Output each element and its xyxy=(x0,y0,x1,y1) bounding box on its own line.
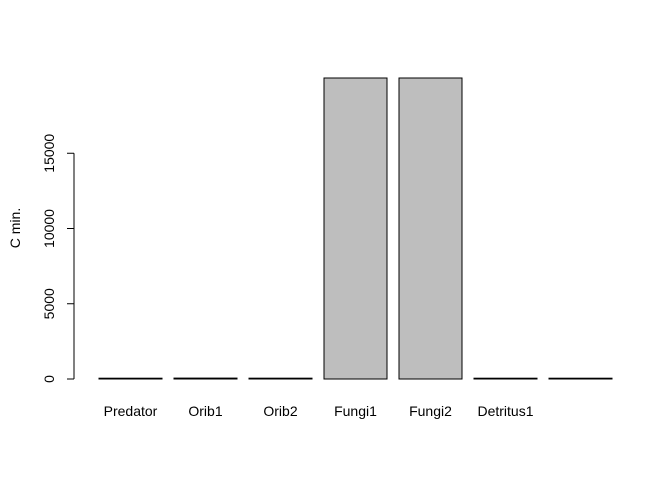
y-tick-label: 15000 xyxy=(41,134,57,173)
bar-predator xyxy=(98,377,163,380)
x-axis-labels: Predator Orib1 Orib2 Fungi1 Fungi2 Detritus1 xyxy=(104,403,534,419)
y-axis: 0 5000 10000 15000 xyxy=(41,134,75,383)
x-tick-label: Predator xyxy=(104,403,158,419)
x-tick-label: Orib1 xyxy=(188,403,222,419)
x-tick-label: Fungi2 xyxy=(409,403,452,419)
x-tick-label: Orib2 xyxy=(263,403,297,419)
bars-layer xyxy=(98,77,613,380)
bar-orib1 xyxy=(173,377,238,380)
y-tick-label: 0 xyxy=(41,375,57,383)
y-tick-label: 10000 xyxy=(41,209,57,248)
x-tick-label: Detritus1 xyxy=(477,403,533,419)
bar-fungi2 xyxy=(398,77,463,380)
bar-series-6 xyxy=(548,377,613,380)
bar-orib2 xyxy=(248,377,313,380)
bar-detritus1 xyxy=(473,377,538,380)
y-tick-label: 5000 xyxy=(41,288,57,319)
x-tick-label: Fungi1 xyxy=(334,403,377,419)
bar-fungi1 xyxy=(323,77,388,380)
y-axis-label: C min. xyxy=(7,208,23,248)
